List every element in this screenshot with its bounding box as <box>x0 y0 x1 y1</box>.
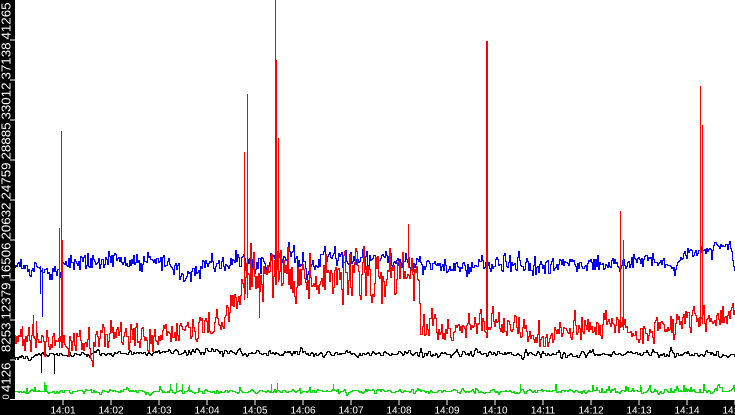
svg-text:14:04: 14:04 <box>194 406 219 415</box>
svg-text:14:14: 14:14 <box>674 406 699 415</box>
svg-text:20632: 20632 <box>0 203 14 240</box>
svg-text:14:08: 14:08 <box>386 406 411 415</box>
svg-text:33012: 33012 <box>0 83 14 120</box>
svg-text:14:05: 14:05 <box>242 406 267 415</box>
svg-text:14:07: 14:07 <box>338 406 363 415</box>
svg-text:14:02: 14:02 <box>98 406 123 415</box>
svg-text:14:03: 14:03 <box>146 406 171 415</box>
svg-text:14:13: 14:13 <box>626 406 651 415</box>
svg-text:14:15: 14:15 <box>722 406 735 415</box>
svg-text:4126: 4126 <box>0 363 14 393</box>
svg-text:14:01: 14:01 <box>50 406 75 415</box>
svg-text:41265: 41265 <box>0 3 14 40</box>
svg-text:14:09: 14:09 <box>434 406 459 415</box>
svg-text:37138: 37138 <box>0 43 14 80</box>
svg-text:0: 0 <box>1 394 12 399</box>
svg-text:28885: 28885 <box>0 123 14 160</box>
svg-text:12379: 12379 <box>0 283 14 320</box>
svg-text:14:12: 14:12 <box>578 406 603 415</box>
svg-text:14:10: 14:10 <box>482 406 507 415</box>
svg-text:8253: 8253 <box>0 323 14 353</box>
svg-text:14:06: 14:06 <box>290 406 315 415</box>
svg-text:14:11: 14:11 <box>531 406 556 415</box>
svg-text:16506: 16506 <box>0 243 14 280</box>
svg-text:24759: 24759 <box>0 163 14 200</box>
